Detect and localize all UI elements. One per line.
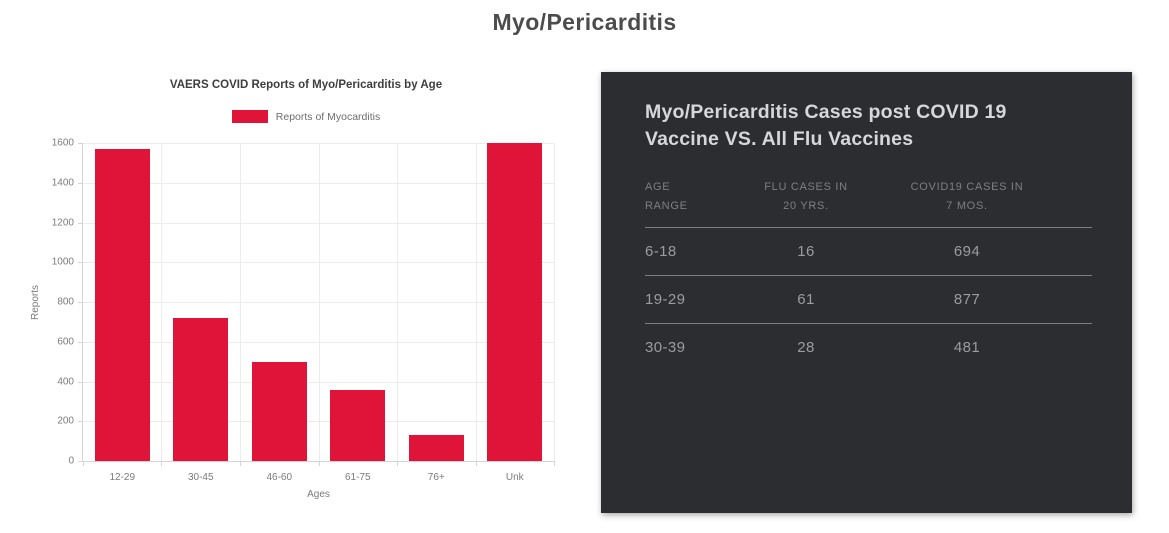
y-tick-mark [78, 222, 83, 224]
table-row: 6-18 16 694 [645, 228, 1092, 277]
gridline-vertical [161, 143, 163, 461]
y-tick-mark [78, 262, 83, 264]
gridline-vertical [239, 143, 241, 461]
y-tick-mark [78, 421, 83, 423]
age-range-cell: 6-18 [645, 243, 677, 261]
y-tick-label: 1200 [51, 217, 74, 228]
column-header: FLU CASES IN 20 YRS. [764, 180, 848, 213]
x-tick-mark [396, 461, 398, 466]
covid-cases-cell: 694 [953, 243, 981, 261]
x-tick-label: 76+ [427, 472, 445, 483]
legend-label: Reports of Myocarditis [275, 110, 381, 123]
table-header-row: AGE RANGE FLU CASES IN 20 YRS. COVID19 C… [645, 178, 1092, 229]
bar [330, 390, 386, 461]
bar [251, 361, 307, 461]
y-tick-mark [78, 302, 83, 303]
x-axis-title: Ages [307, 489, 330, 500]
y-tick-mark [78, 381, 83, 383]
covid-cases-cell: 877 [953, 291, 981, 309]
gridline-vertical [318, 143, 320, 461]
x-tick-mark [554, 461, 555, 466]
y-tick-mark [78, 182, 83, 184]
y-tick-label: 200 [57, 415, 74, 427]
chart-title: VAERS COVID Reports of Myo/Pericarditis … [169, 79, 443, 91]
flu-cases-cell: 16 [797, 243, 815, 261]
bar [487, 143, 543, 461]
legend-swatch [231, 110, 268, 123]
x-tick-label: 61-75 [344, 472, 371, 483]
y-tick-label: 1400 [51, 177, 74, 189]
panel-title: Myo/Pericarditis Cases post COVID 19 Vac… [645, 101, 1007, 150]
y-tick-mark [78, 143, 83, 144]
x-tick-label: Unk [505, 472, 524, 483]
comparison-panel: Myo/Pericarditis Cases post COVID 19 Vac… [601, 72, 1132, 513]
covid-cases-cell: 481 [953, 339, 981, 357]
x-tick-mark [83, 461, 84, 466]
table-row: 19-29 61 877 [645, 276, 1092, 325]
bar [408, 435, 464, 461]
plot-area: 0 200 400 600 800 1000 1200 1400 1600 12-29 30-45 4… [52, 138, 555, 483]
gridline-vertical [475, 143, 477, 461]
chart-legend: Reports of Myocarditis [28, 110, 584, 123]
age-range-cell: 30-39 [645, 339, 686, 357]
y-tick-mark [78, 341, 83, 343]
y-tick-label: 0 [68, 455, 74, 467]
comparison-table: AGE RANGE FLU CASES IN 20 YRS. COVID19 C… [645, 178, 1092, 372]
bar [94, 148, 150, 461]
table-row: 30-39 28 481 [645, 324, 1092, 371]
y-tick-label: 800 [57, 296, 74, 308]
y-tick-mark [78, 461, 83, 462]
x-tick-mark [475, 461, 477, 466]
column-header: AGE RANGE [645, 180, 688, 213]
gridline-vertical [396, 143, 398, 461]
age-range-cell: 19-29 [645, 291, 686, 309]
x-tick-label: 46-60 [266, 472, 293, 483]
column-header: COVID19 CASES IN 7 MOS. [910, 180, 1024, 213]
y-axis-title: Reports [30, 285, 41, 321]
bar [173, 317, 229, 461]
y-tick-label: 400 [57, 376, 74, 387]
x-tick-mark [161, 461, 163, 466]
flu-cases-cell: 28 [797, 339, 815, 357]
x-tick-label: 12-29 [109, 472, 136, 483]
y-tick-label: 600 [57, 336, 74, 348]
x-tick-mark [318, 461, 320, 466]
y-tick-label: 1000 [51, 256, 74, 268]
vaers-bar-chart: VAERS COVID Reports of Myo/Pericarditis … [28, 72, 584, 522]
x-tick-label: 30-45 [187, 472, 214, 483]
page-title: Myo/Pericarditis [492, 9, 677, 35]
flu-cases-cell: 61 [797, 291, 815, 309]
x-tick-mark [239, 461, 241, 466]
y-tick-label: 1600 [51, 137, 74, 149]
